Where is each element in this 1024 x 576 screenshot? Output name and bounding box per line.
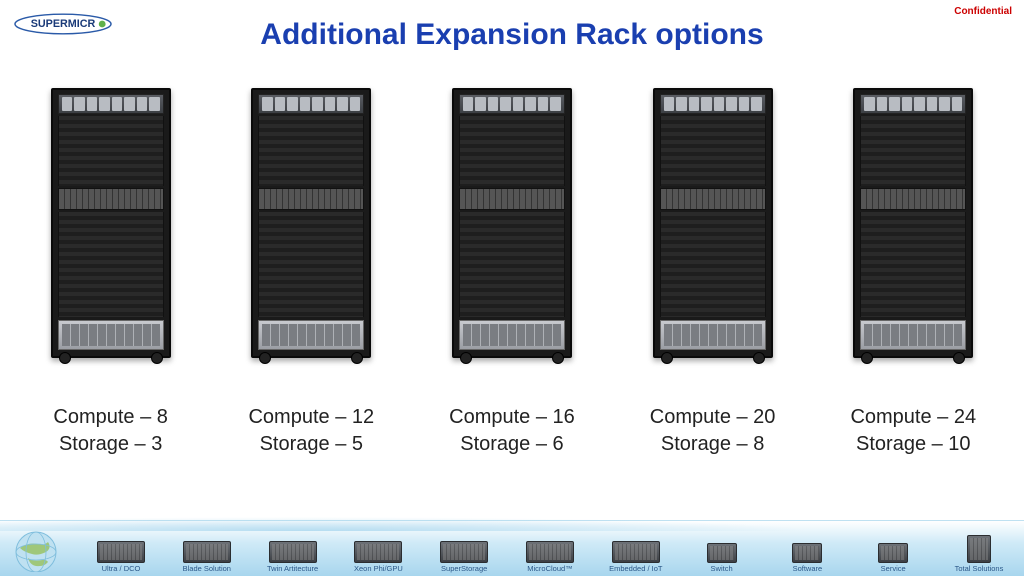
rack-top-switch [860, 94, 966, 114]
rack-blank-panel [258, 212, 364, 317]
product-thumb-icon [878, 543, 908, 563]
rack-label: Compute – 8Storage – 3 [21, 404, 201, 458]
rack-top-switch [258, 94, 364, 114]
rack-storage-label: Storage – 10 [823, 431, 1003, 458]
rack-compute-label: Compute – 16 [422, 404, 602, 431]
product-label: MicroCloud™ [527, 565, 572, 573]
product-thumb-icon [97, 541, 145, 563]
rack-storage-unit [258, 320, 364, 350]
rack-storage-unit [459, 320, 565, 350]
rack-blank-panel [459, 116, 565, 186]
product-label: Total Solutions [955, 565, 1004, 573]
product-label: Switch [711, 565, 733, 573]
product-label: SuperStorage [441, 565, 487, 573]
server-rack [251, 88, 371, 358]
rack-storage-unit [660, 320, 766, 350]
rack-blank-panel [459, 212, 565, 317]
globe-icon [8, 528, 78, 572]
product-thumb-icon [269, 541, 317, 563]
server-rack [653, 88, 773, 358]
footer-product-item: Ultra / DCO [84, 541, 158, 573]
rack-top-switch [459, 94, 565, 114]
rack-compute-label: Compute – 20 [623, 404, 803, 431]
server-rack [51, 88, 171, 358]
product-label: Software [793, 565, 823, 573]
rack-storage-label: Storage – 5 [221, 431, 401, 458]
rack-compute-label: Compute – 12 [221, 404, 401, 431]
footer-product-item: Xeon Phi/GPU [341, 541, 415, 573]
product-thumb-icon [707, 543, 737, 563]
footer-product-item: Blade Solution [170, 541, 244, 573]
product-label: Ultra / DCO [102, 565, 141, 573]
labels-row: Compute – 8Storage – 3Compute – 12Storag… [0, 404, 1024, 458]
rack-storage-unit [58, 320, 164, 350]
footer-product-item: Total Solutions [942, 535, 1016, 573]
rack-column [422, 88, 602, 358]
rack-compute-unit [58, 188, 164, 210]
product-label: Embedded / IoT [609, 565, 662, 573]
rack-label: Compute – 24Storage – 10 [823, 404, 1003, 458]
rack-compute-unit [459, 188, 565, 210]
rack-blank-panel [58, 116, 164, 186]
footer-product-item: Embedded / IoT [599, 541, 673, 573]
rack-storage-label: Storage – 3 [21, 431, 201, 458]
server-rack [452, 88, 572, 358]
slide: SUPERMICR Confidential Additional Expans… [0, 0, 1024, 576]
rack-top-switch [660, 94, 766, 114]
product-label: Twin Artitecture [267, 565, 318, 573]
footer-products: Ultra / DCO Blade Solution Twin Artitectur… [78, 535, 1016, 573]
rack-column [823, 88, 1003, 358]
rack-compute-unit [860, 188, 966, 210]
footer-bar: Ultra / DCO Blade Solution Twin Artitectur… [0, 520, 1024, 576]
product-label: Blade Solution [183, 565, 231, 573]
rack-top-switch [58, 94, 164, 114]
server-rack [853, 88, 973, 358]
rack-column [21, 88, 201, 358]
rack-blank-panel [860, 116, 966, 186]
footer-product-item: Software [770, 543, 844, 573]
confidential-label: Confidential [954, 6, 1012, 17]
footer-product-item: MicroCloud™ [513, 541, 587, 573]
racks-row [0, 88, 1024, 358]
rack-storage-unit [860, 320, 966, 350]
rack-blank-panel [660, 116, 766, 186]
rack-label: Compute – 20Storage – 8 [623, 404, 803, 458]
product-thumb-icon [440, 541, 488, 563]
footer-product-item: Service [856, 543, 930, 573]
product-thumb-icon [354, 541, 402, 563]
rack-compute-label: Compute – 8 [21, 404, 201, 431]
product-label: Service [881, 565, 906, 573]
rack-compute-unit [258, 188, 364, 210]
rack-label: Compute – 16Storage – 6 [422, 404, 602, 458]
slide-title: Additional Expansion Rack options [0, 18, 1024, 52]
rack-storage-label: Storage – 6 [422, 431, 602, 458]
product-thumb-icon [967, 535, 991, 563]
rack-column [221, 88, 401, 358]
rack-column [623, 88, 803, 358]
product-thumb-icon [792, 543, 822, 563]
product-label: Xeon Phi/GPU [354, 565, 403, 573]
rack-compute-unit [660, 188, 766, 210]
product-thumb-icon [526, 541, 574, 563]
rack-blank-panel [860, 212, 966, 317]
product-thumb-icon [183, 541, 231, 563]
rack-label: Compute – 12Storage – 5 [221, 404, 401, 458]
footer-product-item: SuperStorage [427, 541, 501, 573]
rack-storage-label: Storage – 8 [623, 431, 803, 458]
rack-compute-label: Compute – 24 [823, 404, 1003, 431]
product-thumb-icon [612, 541, 660, 563]
footer-product-item: Twin Artitecture [256, 541, 330, 573]
footer-product-item: Switch [685, 543, 759, 573]
rack-blank-panel [660, 212, 766, 317]
rack-blank-panel [258, 116, 364, 186]
rack-blank-panel [58, 212, 164, 317]
